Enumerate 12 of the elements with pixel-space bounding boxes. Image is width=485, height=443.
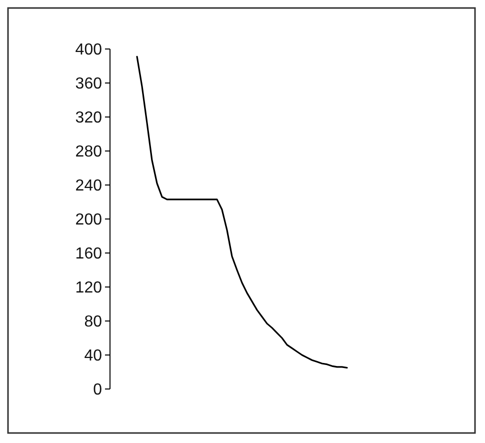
y-tick-label: 160 <box>75 246 102 263</box>
y-tick-label: 400 <box>75 42 102 59</box>
y-tick-label: 200 <box>75 212 102 229</box>
y-tick-label: 280 <box>75 144 102 161</box>
y-tick-label: 120 <box>75 280 102 297</box>
y-tick-label: 240 <box>75 178 102 195</box>
line-series <box>136 56 348 369</box>
y-tick-label: 320 <box>75 110 102 127</box>
y-tick-label: 40 <box>84 348 102 365</box>
y-tick-label: 360 <box>75 76 102 93</box>
y-tick-label: 80 <box>84 314 102 331</box>
y-tick-label: 0 <box>93 382 102 399</box>
